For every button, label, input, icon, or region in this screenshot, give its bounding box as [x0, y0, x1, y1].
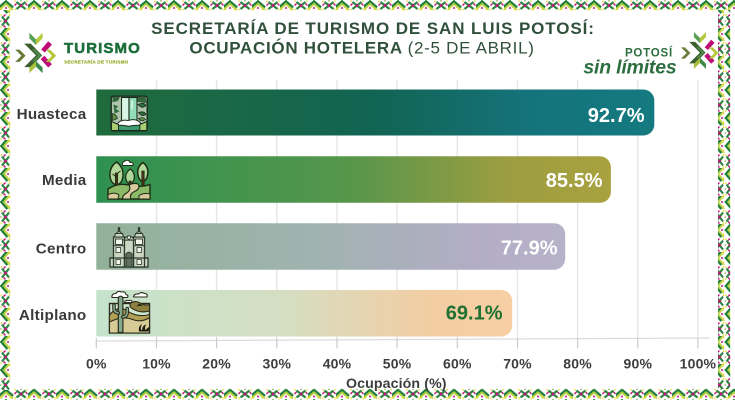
svg-text:Altiplano: Altiplano	[19, 307, 87, 324]
svg-text:Huasteca: Huasteca	[17, 106, 87, 123]
svg-text:50%: 50%	[383, 356, 412, 372]
svg-text:85.5%: 85.5%	[546, 170, 603, 192]
svg-text:10%: 10%	[142, 356, 171, 372]
svg-text:20%: 20%	[202, 356, 231, 372]
svg-text:POTOSÍ: POTOSÍ	[625, 47, 673, 60]
svg-text:OCUPACIÓN HOTELERA (2-5 DE ABR: OCUPACIÓN HOTELERA (2-5 DE ABRIL)	[189, 39, 534, 58]
svg-text:Media: Media	[42, 172, 87, 189]
svg-text:Ocupación (%): Ocupación (%)	[346, 376, 447, 392]
svg-text:69.1%: 69.1%	[446, 303, 503, 325]
svg-text:80%: 80%	[563, 356, 592, 372]
svg-text:TURISMO: TURISMO	[64, 40, 141, 57]
svg-text:60%: 60%	[443, 356, 472, 372]
svg-text:Centro: Centro	[36, 241, 87, 258]
svg-text:92.7%: 92.7%	[588, 105, 645, 127]
svg-text:90%: 90%	[623, 356, 652, 372]
svg-text:77.9%: 77.9%	[501, 237, 558, 259]
svg-text:70%: 70%	[503, 356, 532, 372]
svg-text:30%: 30%	[262, 356, 291, 372]
svg-text:0%: 0%	[86, 356, 107, 372]
svg-text:100%: 100%	[680, 356, 717, 372]
svg-text:40%: 40%	[323, 356, 352, 372]
svg-text:SECRETARÍA DE TURISMO DE SAN L: SECRETARÍA DE TURISMO DE SAN LUIS POTOSÍ…	[151, 19, 595, 38]
svg-text:sin límites: sin límites	[583, 57, 677, 79]
svg-text:SECRETARÍA DE TURISMO: SECRETARÍA DE TURISMO	[64, 60, 128, 65]
